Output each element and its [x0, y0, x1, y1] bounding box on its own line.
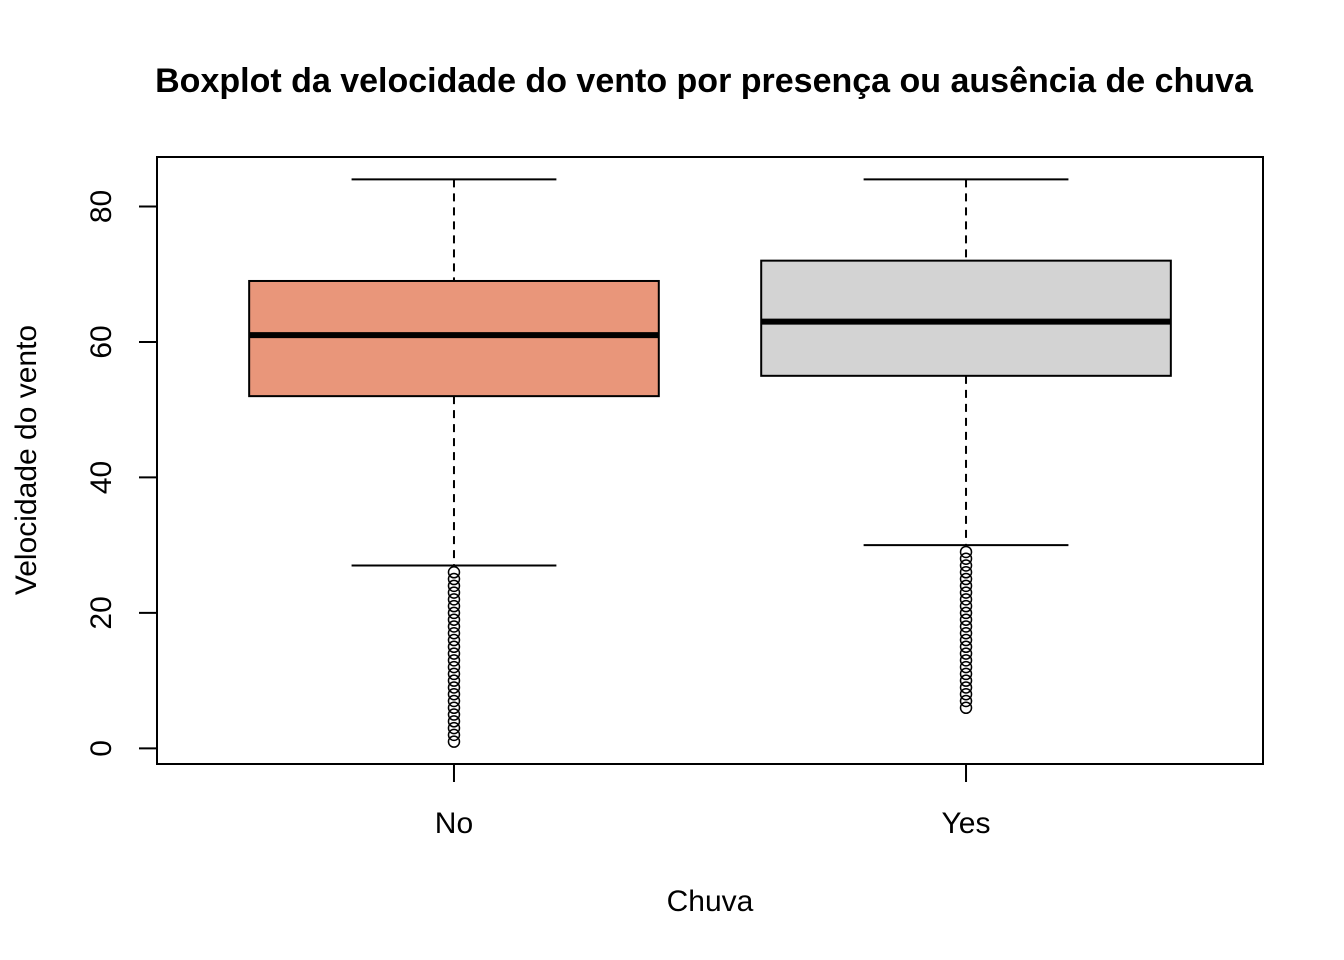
outlier-point [959, 674, 973, 687]
outlier-point [447, 715, 461, 728]
outlier-point [959, 559, 973, 572]
outlier-point [959, 654, 973, 667]
outlier-point [447, 728, 461, 742]
outlier-point [959, 633, 973, 647]
iqr-box [760, 259, 1172, 377]
outlier-point [959, 681, 973, 694]
outlier-point [447, 687, 461, 701]
outlier-point [447, 613, 461, 626]
outlier-point [447, 721, 461, 735]
outlier-point [959, 660, 973, 674]
outlier-point [959, 579, 973, 593]
y-tick-label: 80 [85, 190, 118, 223]
outlier-point [447, 620, 461, 633]
iqr-box [248, 279, 660, 398]
outlier-point [447, 593, 461, 606]
outlier-point [447, 708, 461, 721]
y-axis-label: Velocidade do vento [10, 325, 43, 595]
outlier-point [959, 613, 973, 626]
outlier-point [959, 694, 973, 708]
outlier-point [959, 667, 973, 681]
outlier-point [959, 593, 973, 606]
outlier-point [959, 647, 973, 660]
y-tick-label: 40 [85, 461, 118, 494]
outlier-point [959, 586, 973, 599]
outlier-point [447, 633, 461, 647]
outlier-point [447, 566, 461, 579]
x-axis-label: Chuva [667, 885, 754, 918]
outlier-point [447, 674, 461, 687]
chart-title: Boxplot da velocidade do vento por prese… [155, 62, 1254, 100]
outlier-point [447, 640, 461, 654]
x-tick-label: Yes [942, 807, 991, 840]
outlier-point [447, 647, 461, 660]
outlier-point [959, 552, 973, 565]
outlier-point [959, 599, 973, 613]
outlier-point [447, 572, 461, 586]
outlier-point [959, 606, 973, 620]
outlier-point [959, 627, 973, 640]
outlier-point [447, 627, 461, 640]
outlier-point [447, 586, 461, 599]
outlier-point [447, 694, 461, 708]
outlier-point [447, 654, 461, 667]
outlier-point [447, 599, 461, 613]
outlier-point [959, 572, 973, 586]
outlier-point [959, 620, 973, 633]
outlier-point [447, 735, 461, 748]
y-tick-label: 0 [85, 740, 118, 757]
outlier-point [447, 579, 461, 593]
outlier-point [959, 640, 973, 654]
y-tick-label: 20 [85, 596, 118, 629]
y-tick-label: 60 [85, 325, 118, 358]
outlier-point [959, 687, 973, 701]
outlier-point [447, 681, 461, 694]
x-tick-label: No [435, 807, 473, 840]
outlier-point [447, 606, 461, 620]
outlier-point [447, 701, 461, 715]
box-no [248, 178, 660, 748]
box-yes [760, 178, 1172, 715]
outlier-point [447, 667, 461, 681]
outlier-point [447, 660, 461, 674]
plot-frame [156, 156, 1264, 765]
outlier-point [959, 566, 973, 579]
outlier-point [959, 545, 973, 559]
outlier-point [959, 701, 973, 715]
